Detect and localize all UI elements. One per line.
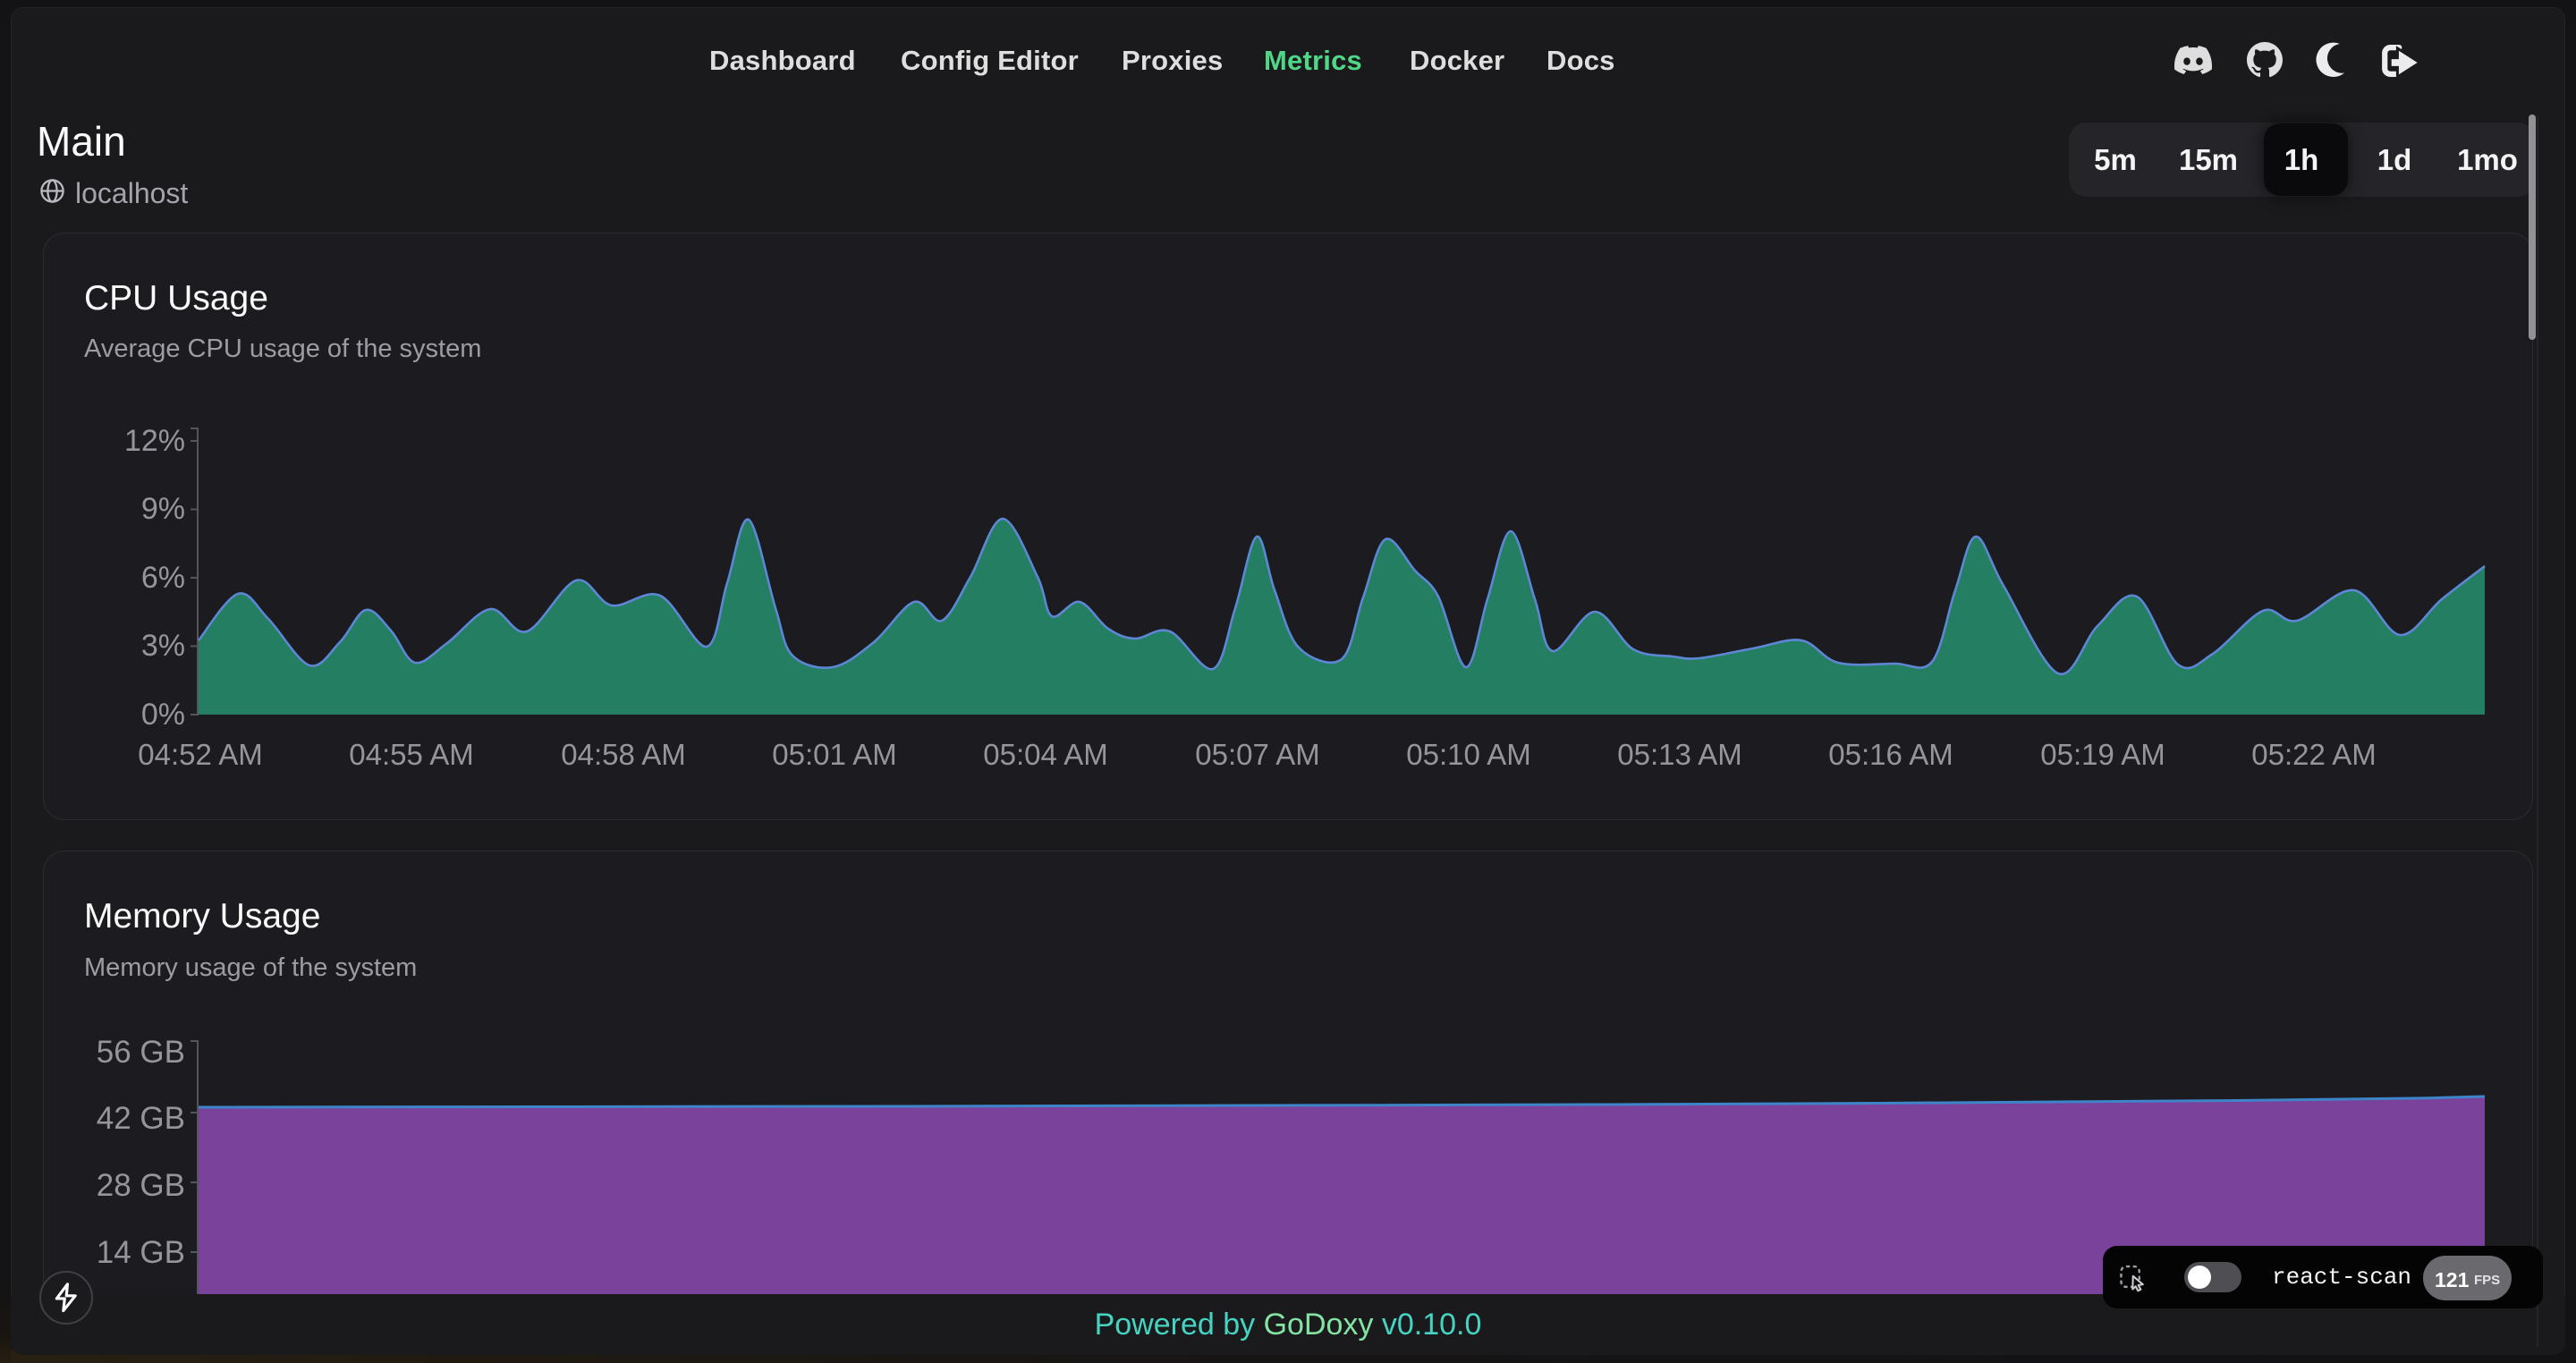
svg-text:0%: 0% (141, 698, 185, 732)
svg-text:42 GB: 42 GB (97, 1101, 185, 1136)
svg-text:14 GB: 14 GB (97, 1235, 185, 1270)
svg-text:05:01 AM: 05:01 AM (772, 738, 896, 771)
svg-text:05:07 AM: 05:07 AM (1195, 738, 1319, 771)
svg-text:56 GB: 56 GB (97, 1035, 185, 1070)
svg-text:05:04 AM: 05:04 AM (983, 738, 1107, 771)
svg-text:05:13 AM: 05:13 AM (1617, 738, 1741, 771)
svg-text:9%: 9% (141, 492, 185, 526)
svg-text:28 GB: 28 GB (97, 1168, 185, 1203)
svg-text:05:10 AM: 05:10 AM (1406, 738, 1530, 771)
svg-text:04:58 AM: 04:58 AM (561, 738, 685, 771)
svg-text:05:22 AM: 05:22 AM (2251, 738, 2376, 771)
svg-text:12%: 12% (124, 424, 185, 458)
svg-text:6%: 6% (141, 561, 185, 595)
svg-text:05:19 AM: 05:19 AM (2040, 738, 2165, 771)
svg-text:04:55 AM: 04:55 AM (349, 738, 473, 771)
svg-text:05:16 AM: 05:16 AM (1828, 738, 1953, 771)
svg-text:3%: 3% (141, 629, 185, 663)
svg-text:04:52 AM: 04:52 AM (138, 738, 262, 771)
